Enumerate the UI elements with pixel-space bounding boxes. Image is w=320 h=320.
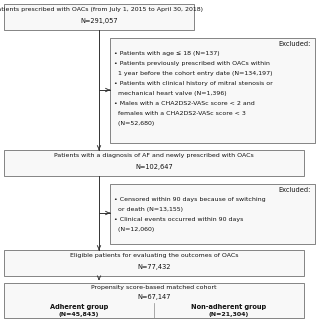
Text: N=102,647: N=102,647 <box>135 164 173 170</box>
Bar <box>4 150 304 176</box>
Text: • Patients previously prescribed with OACs within: • Patients previously prescribed with OA… <box>114 61 270 66</box>
Text: Eligible patients for evaluating the outcomes of OACs: Eligible patients for evaluating the out… <box>70 253 238 258</box>
Text: N=77,432: N=77,432 <box>137 264 171 270</box>
Text: mechanical heart valve (N=1,396): mechanical heart valve (N=1,396) <box>114 91 227 96</box>
Text: Excluded:: Excluded: <box>279 187 311 193</box>
Text: • Patients with age ≤ 18 (N=137): • Patients with age ≤ 18 (N=137) <box>114 51 220 56</box>
Text: • Patients with clinical history of mitral stenosis or: • Patients with clinical history of mitr… <box>114 81 273 86</box>
Text: Propensity score-based matched cohort: Propensity score-based matched cohort <box>91 285 217 290</box>
Bar <box>4 4 194 30</box>
Text: or death (N=13,155): or death (N=13,155) <box>114 207 183 212</box>
Text: • Clinical events occurred within 90 days: • Clinical events occurred within 90 day… <box>114 217 244 222</box>
Text: Adherent group: Adherent group <box>50 304 108 310</box>
Text: (N=45,843): (N=45,843) <box>59 312 99 317</box>
Text: Non-adherent group: Non-adherent group <box>191 304 267 310</box>
Text: Excluded:: Excluded: <box>279 41 311 47</box>
Text: (N=21,304): (N=21,304) <box>209 312 249 317</box>
Text: females with a CHA2DS2-VASc score < 3: females with a CHA2DS2-VASc score < 3 <box>114 111 246 116</box>
Text: (N=52,680): (N=52,680) <box>114 121 154 126</box>
Text: Patients with a diagnosis of AF and newly prescribed with OACs: Patients with a diagnosis of AF and newl… <box>54 153 254 158</box>
Text: (N=12,060): (N=12,060) <box>114 227 154 232</box>
Bar <box>110 38 315 143</box>
Text: N=291,057: N=291,057 <box>80 18 118 24</box>
Bar <box>4 283 304 318</box>
Text: Patients prescribed with OACs (from July 1, 2015 to April 30, 2018): Patients prescribed with OACs (from July… <box>0 7 204 12</box>
Text: • Censored within 90 days because of switching: • Censored within 90 days because of swi… <box>114 197 266 202</box>
Bar <box>4 250 304 276</box>
Text: • Males with a CHA2DS2-VASc score < 2 and: • Males with a CHA2DS2-VASc score < 2 an… <box>114 101 255 106</box>
Bar <box>110 184 315 244</box>
Text: N=67,147: N=67,147 <box>137 294 171 300</box>
Text: 1 year before the cohort entry date (N=134,197): 1 year before the cohort entry date (N=1… <box>114 71 273 76</box>
